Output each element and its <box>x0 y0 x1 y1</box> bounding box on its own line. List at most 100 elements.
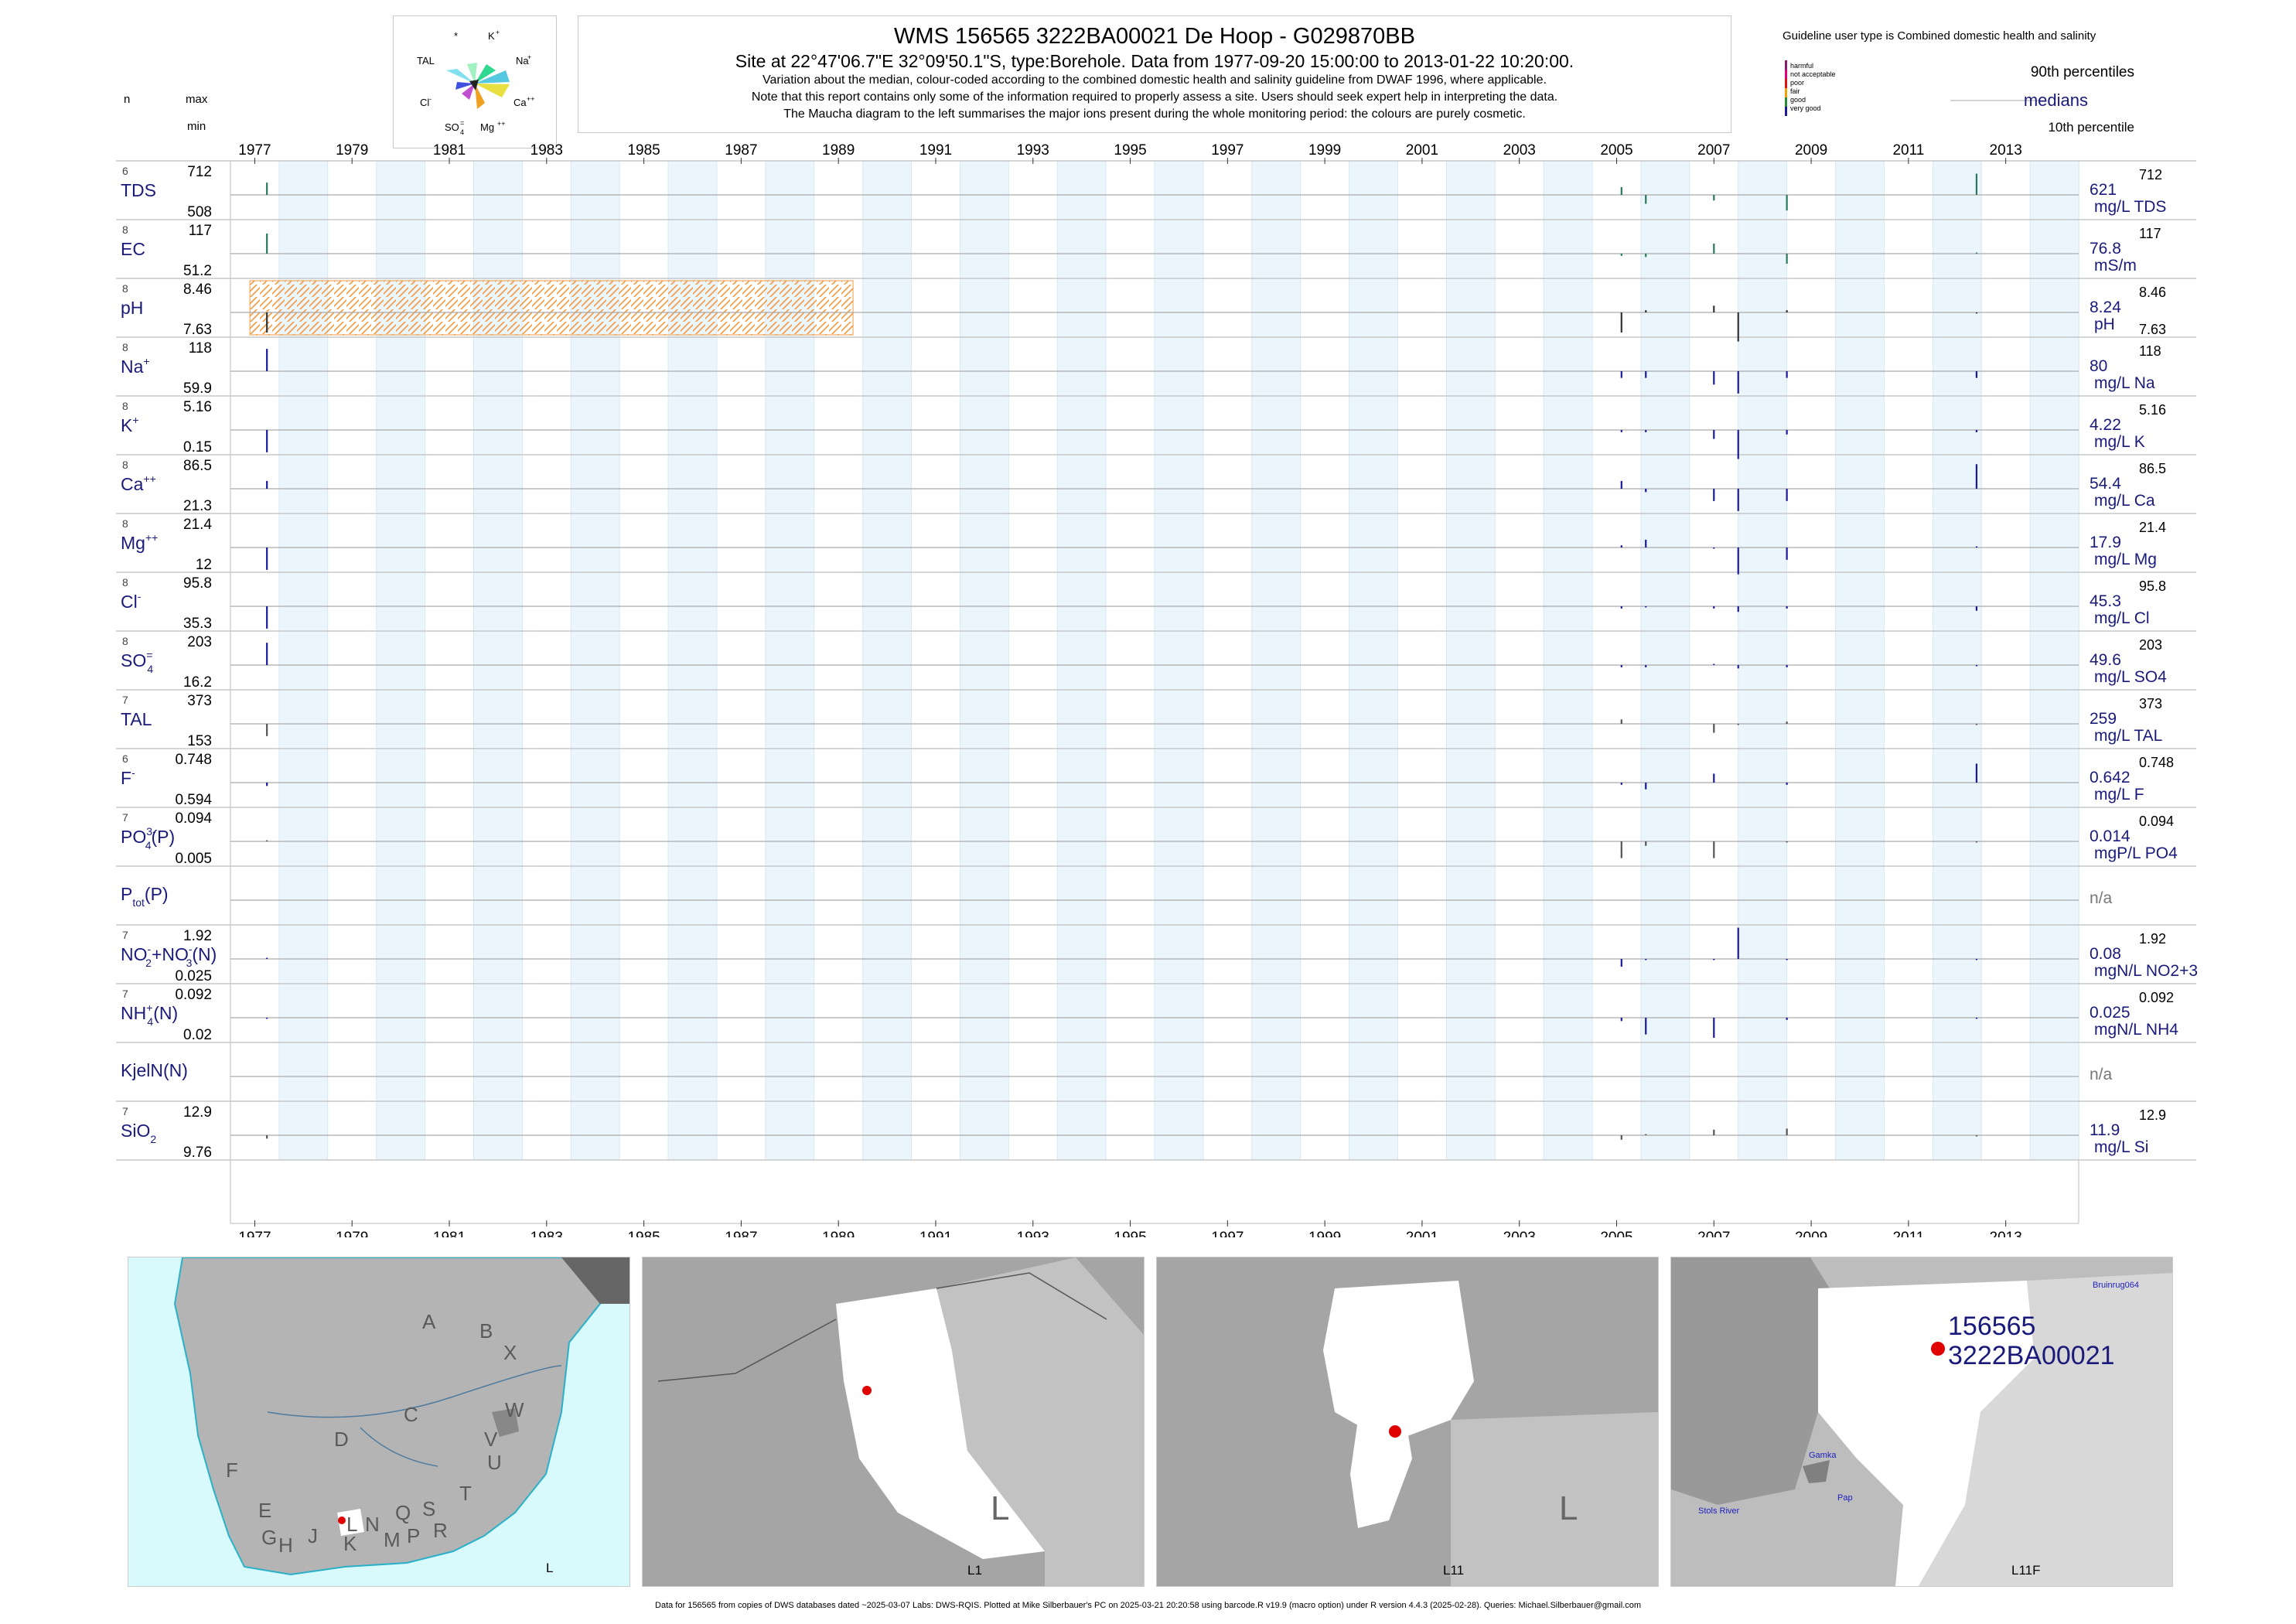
bottom-axis-tick-label: 1999 <box>1308 1230 1341 1237</box>
legend-item: fair <box>1790 87 1800 95</box>
map-l11f-lake <box>1803 1460 1830 1483</box>
label-main: SO <box>121 650 146 670</box>
row-cl: 8 95.8 35.3 Cl- 45.3mg/L Cl 95.8 <box>121 575 2166 632</box>
label-main: TAL <box>121 709 152 729</box>
row-max: 0.092 <box>175 987 212 1003</box>
chart-subtitle: Site at 22°47'06.7"E 32°09'50.1"S, type:… <box>735 51 1574 71</box>
legend-item: poor <box>1790 79 1805 87</box>
row-median: 259 <box>2090 710 2117 728</box>
year-band <box>1445 160 1496 1161</box>
row-max: 21.4 <box>183 517 212 533</box>
label-sub2: 3 <box>186 957 193 969</box>
row-min: 0.025 <box>175 968 212 984</box>
year-band <box>2029 160 2079 1161</box>
chart-title: WMS 156565 3222BA00021 De Hoop - G029870… <box>894 24 1415 49</box>
label-sup: 3- <box>146 825 156 838</box>
row-unit: mg/L F <box>2094 786 2144 803</box>
map4-place-4: Stols River <box>1698 1506 1740 1516</box>
top-axis-tick-label: 1983 <box>531 142 563 159</box>
row-unit: mg/L K <box>2094 433 2145 451</box>
legend-p90: 90th percentiles <box>2030 64 2134 80</box>
top-axis-tick-label: 2013 <box>1990 142 2022 159</box>
row-label: Cl- <box>121 590 142 612</box>
row-label: TDS <box>121 180 156 200</box>
bottom-axis-tick-label: 1983 <box>531 1230 563 1237</box>
row-min: 51.2 <box>183 263 212 279</box>
row-mg: 8 21.4 12 Mg++ 17.9mg/L Mg 21.4 <box>121 517 2166 575</box>
label-sup: = <box>146 649 152 661</box>
row-right-max: 86.5 <box>2139 461 2166 476</box>
row-n: 7 <box>122 811 128 824</box>
row-ec: 8 117 51.2 EC 76.8mS/m 117 <box>121 223 2161 279</box>
row-right-min: 7.63 <box>2139 322 2166 337</box>
bottom-axis-tick-label: 2003 <box>1503 1230 1536 1237</box>
label-sub: tot <box>132 896 145 909</box>
row-max: 5.16 <box>183 399 212 415</box>
legend-colour-bar <box>1785 60 1787 116</box>
bottom-axis-tick-label: 2013 <box>1990 1230 2022 1237</box>
bottom-axis-tick-label: 1987 <box>725 1230 757 1237</box>
map-region-label: U <box>487 1451 502 1474</box>
map4-site-id: 156565 <box>1948 1312 2036 1341</box>
label-sup: - <box>148 943 152 955</box>
top-axis-tick-label: 2007 <box>1697 142 1730 159</box>
row-median: 80 <box>2090 357 2107 375</box>
legend-item: not acceptable <box>1790 70 1836 78</box>
label-sup: + <box>143 355 149 367</box>
row-label: Mg++ <box>121 531 158 553</box>
row-median: 54.4 <box>2090 475 2121 493</box>
bottom-axis-tick-label: 1985 <box>627 1230 660 1237</box>
row-n: 6 <box>122 752 128 765</box>
map-region-label: Q <box>395 1501 411 1524</box>
row-median: 49.6 <box>2090 651 2121 669</box>
row-min: 59.9 <box>183 380 212 397</box>
row-max: 117 <box>189 223 212 239</box>
row-max: 712 <box>187 164 212 180</box>
row-unit: mgP/L PO4 <box>2094 844 2178 862</box>
row-median: 17.9 <box>2090 534 2121 551</box>
label-suffix: (P) <box>145 884 169 904</box>
label-sub: 4 <box>147 1015 153 1028</box>
maucha-label-k-sup: + <box>496 29 500 36</box>
row-right-max: 5.16 <box>2139 402 2166 418</box>
label-main: TDS <box>121 180 156 200</box>
row-n: 8 <box>122 223 128 236</box>
map-region-label: K <box>343 1532 357 1555</box>
row-unit: mg/L SO4 <box>2094 668 2167 686</box>
map-region-label: E <box>258 1499 272 1522</box>
row-right-max: 117 <box>2139 226 2161 241</box>
map-l11f-region <box>1818 1281 2035 1586</box>
map-rivers <box>267 1365 562 1467</box>
map-region-label: W <box>505 1398 524 1421</box>
map-region-label: G <box>261 1526 278 1549</box>
bottom-axis-tick-label: 2007 <box>1697 1230 1730 1237</box>
legend-median-line <box>1950 100 2043 101</box>
row-label: Ca++ <box>121 473 156 494</box>
legend-item: very good <box>1790 104 1821 112</box>
map-land-shape <box>173 1257 602 1576</box>
bottom-axis-tick-label: 1981 <box>433 1230 466 1237</box>
row-label: F- <box>121 766 135 788</box>
year-band <box>862 160 912 1161</box>
row-max: 8.46 <box>183 281 212 298</box>
row-min: 0.02 <box>183 1027 212 1043</box>
map-l11-region <box>1323 1281 1474 1443</box>
bottom-axis-tick-label: 1993 <box>1017 1230 1049 1237</box>
top-axis-tick-label: 2009 <box>1795 142 1827 159</box>
row-max: 0.748 <box>175 752 212 768</box>
maucha-label-ca: Ca <box>513 97 527 108</box>
map-region-label: X <box>503 1341 517 1364</box>
timeseries-chart: 1977 1979 1981 1983 1985 1987 1989 1991 1993 1995… <box>116 142 2198 1237</box>
label-sub: 4 <box>147 663 153 675</box>
map-south-africa-svg <box>173 1257 629 1576</box>
top-axis-tick-label: 1995 <box>1114 142 1146 159</box>
label-sub: 2 <box>150 1133 156 1145</box>
legend: Guideline user type is Combined domestic… <box>1771 29 2158 145</box>
legend-swatch <box>1785 107 1787 116</box>
maucha-center <box>469 80 479 90</box>
legend-swatch <box>1785 79 1787 88</box>
row-kjeln: KjelN(N) n/a <box>121 1060 2113 1083</box>
